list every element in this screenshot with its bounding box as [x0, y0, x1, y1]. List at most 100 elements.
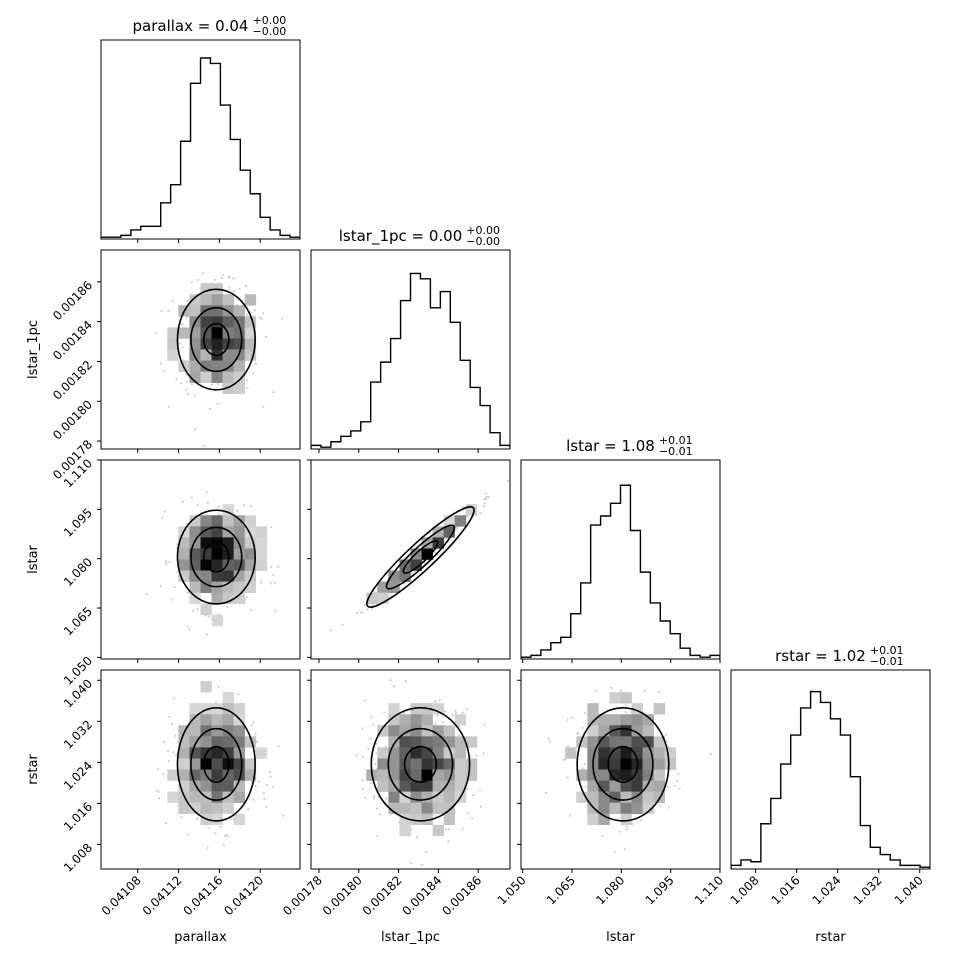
density-cell [576, 769, 588, 781]
density-cell [244, 316, 257, 328]
contour-level-2 [176, 509, 256, 605]
sample-point [625, 825, 628, 829]
sample-point [447, 840, 450, 843]
x-axis-label-parallax: parallax [174, 930, 227, 945]
density-cell [421, 758, 433, 770]
x-tick-label: 1.110 [692, 873, 726, 907]
sample-point [190, 496, 193, 499]
sample-point [389, 679, 392, 682]
density-cell [443, 791, 456, 803]
sample-point [487, 495, 490, 499]
sample-point [206, 846, 209, 849]
density-cell [189, 349, 201, 361]
density-cell [222, 703, 234, 715]
density-cell [244, 515, 257, 527]
density-cell [399, 769, 411, 781]
density-cell [189, 537, 201, 549]
density-cell [200, 327, 212, 339]
sample-point [383, 711, 386, 714]
sample-point [179, 342, 182, 345]
sample-point [341, 623, 344, 626]
title-plus-lstar_1pc: +0.00 [466, 224, 500, 237]
sample-point [483, 502, 486, 505]
density-cell [388, 714, 400, 726]
density-cell [620, 813, 632, 826]
density-cell [255, 526, 268, 538]
density-cell [244, 327, 257, 339]
density-cell [211, 791, 223, 803]
sample-point [260, 579, 263, 582]
density-cell [233, 316, 246, 328]
density-cell [443, 747, 456, 759]
density-cell [189, 758, 201, 770]
sample-point [447, 828, 450, 831]
density-cell [421, 537, 433, 549]
density-cell [454, 747, 467, 759]
sample-point [181, 323, 184, 327]
sample-point [157, 790, 160, 794]
sample-point [434, 551, 437, 554]
density-cell [388, 747, 400, 759]
density-cell [222, 515, 234, 527]
density-cell [200, 349, 212, 361]
density-cell [233, 592, 246, 605]
density-cell [620, 769, 632, 781]
x-tick-label: 0.04112 [140, 873, 185, 918]
sample-point [174, 734, 177, 737]
density-cell [222, 349, 234, 361]
sample-point [444, 828, 447, 831]
x-tick-label: 0.04120 [221, 873, 266, 918]
density-cell [620, 736, 632, 748]
density-cell [200, 371, 212, 383]
sample-point [222, 844, 225, 847]
sample-point [581, 767, 584, 770]
density-cell [399, 747, 411, 759]
sample-point [193, 394, 196, 397]
density-cell [233, 515, 246, 527]
sample-point [375, 742, 378, 745]
sample-point [416, 836, 419, 839]
density-cell [653, 791, 666, 803]
x-tick-label: 0.00182 [360, 873, 405, 918]
panel-frame [100, 459, 301, 660]
density-cell [443, 526, 456, 538]
density-cell [421, 714, 433, 726]
sample-point [159, 585, 162, 588]
sample-point [456, 528, 459, 531]
sample-point [471, 816, 474, 820]
x-tick-label: 1.040 [892, 873, 926, 907]
y-tick-label: 1.095 [61, 506, 95, 540]
sample-point [483, 723, 486, 726]
sample-point [667, 745, 670, 748]
sample-point [623, 848, 626, 851]
sample-point [657, 691, 661, 694]
density-cell [189, 592, 201, 605]
density-cell [609, 769, 621, 781]
sample-point [362, 755, 365, 759]
sample-point [157, 797, 161, 800]
density-cell [653, 769, 666, 781]
sample-point [273, 581, 276, 584]
sample-point [154, 332, 157, 335]
panel-lstar-lstar: lstar = 1.08 +0.01−0.01 [520, 434, 721, 663]
contour-level-1 [387, 727, 454, 801]
density-cell [653, 758, 666, 770]
density-cell [432, 780, 444, 792]
density-cell [443, 780, 456, 792]
sample-point [548, 740, 551, 743]
sample-point [219, 825, 222, 829]
density-cell [222, 371, 234, 383]
sample-point [620, 689, 623, 692]
density-cell [211, 294, 223, 306]
sample-point [221, 273, 224, 276]
density-cell [233, 581, 246, 593]
sample-point [161, 516, 164, 519]
sample-point [544, 791, 548, 794]
density-cell [620, 802, 632, 815]
density-cell [178, 537, 190, 549]
sample-point [442, 721, 445, 724]
sample-point [197, 278, 200, 282]
sample-point [270, 526, 273, 529]
x-tick-label: 1.008 [728, 873, 762, 907]
